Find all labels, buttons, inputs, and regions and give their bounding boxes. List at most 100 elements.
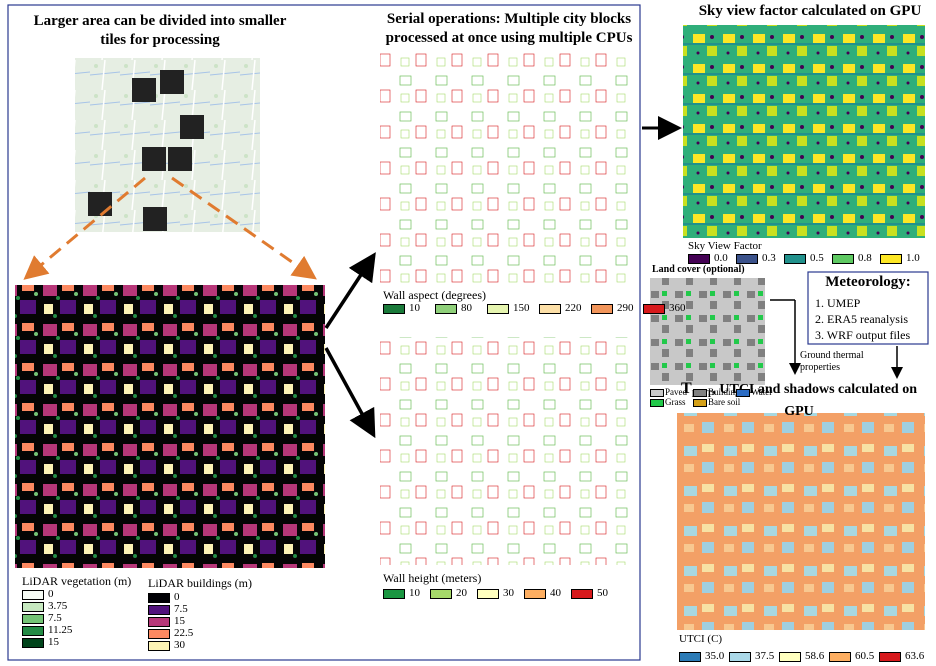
legend-swatch [693,399,707,407]
legend-swatch [148,605,170,615]
legend-swatch [736,389,750,397]
legend-swatch [430,589,452,599]
legend-swatch [779,652,801,662]
legend-swatch [729,652,751,662]
lidar-image [15,285,325,568]
legend-label: 30 [503,587,514,599]
legend-swatch [539,304,561,314]
legend-label: 290 [617,302,634,314]
legend-swatch [148,593,170,603]
legend-label: 80 [461,302,472,314]
meteorology-box [807,271,929,345]
list-item: 3. WRF output files [815,328,911,342]
legend-swatch [832,254,854,264]
legend-label: Paved [665,387,687,397]
legend-label: Water [751,387,773,397]
legend-label: 35.0 [705,650,725,662]
panel-title: Sky view factor calculated on GPU [698,3,922,19]
legend-title: Land cover (optional) [652,264,745,275]
legend-swatch [148,629,170,639]
legend-label: 20 [456,587,467,599]
legend-swatch [650,399,664,407]
legend-label: 360 [669,302,686,314]
legend-label: 1.0 [906,252,920,264]
legend-swatch [435,304,457,314]
legend-label: 58.6 [805,650,825,662]
symbol: T [681,380,692,397]
map-tiles [88,70,204,231]
legend-swatch [477,589,499,599]
legend-swatch [22,590,44,600]
wall-height-image [380,337,630,565]
legend-swatch [487,304,509,314]
zoom-arrow [171,176,317,280]
legend-label: 0.8 [858,252,872,264]
legend-swatch [688,254,710,264]
legend-swatch [22,614,44,624]
legend-label: 22.5 [174,627,194,639]
arrow [324,252,376,329]
legend-title: LiDAR vegetation (m) [22,574,132,588]
legend-swatch [22,602,44,612]
legend-swatch [643,304,665,314]
legend-label: 0 [48,588,54,600]
legend-swatch [879,652,901,662]
list-item: 2. ERA5 reanalysis [815,312,908,326]
legend-swatch [679,652,701,662]
legend-swatch [693,389,707,397]
legend-title: Wall height (meters) [383,571,482,585]
sky-view-image [683,25,925,238]
legend-swatch [571,589,593,599]
legend-label: 7.5 [174,603,188,615]
legend-label: 37.5 [755,650,775,662]
legend-label: Grass [665,397,686,407]
title-text: , UTCI and shadows calculated on GPU [712,382,917,419]
legend-label: 40 [550,587,561,599]
box-title: Meteorology: [825,274,911,290]
legend-swatch [383,304,405,314]
legend-swatch [383,589,405,599]
legend-label: 63.6 [905,650,925,662]
legend-label: 60.5 [855,650,875,662]
legend-swatch [880,254,902,264]
legend-label: Buildings [708,387,744,397]
legend-label: 7.5 [48,612,62,624]
legend-label: 50 [597,587,608,599]
legend-title: Sky View Factor [688,240,762,252]
legend-title: UTCI (C) [679,633,723,645]
legend-label: 220 [565,302,582,314]
list-item: 1. UMEP [815,296,861,310]
legend-label: 150 [513,302,530,314]
legend-label: 0.0 [714,252,728,264]
legend-swatch [736,254,758,264]
legend-swatch [784,254,806,264]
legend-label: 0.3 [762,252,776,264]
note: Ground thermal properties [800,350,864,373]
legend-label: 15 [48,636,59,648]
legend-swatch [650,389,664,397]
legend-label: 0.5 [810,252,824,264]
legend-label: 10 [409,587,420,599]
wall-aspect-image [380,52,630,284]
zoom-arrow [23,176,146,280]
panel-title: Larger area can be divided into smaller … [33,13,287,48]
legend-swatch [148,617,170,627]
legend-swatch [591,304,613,314]
legend-swatch [524,589,546,599]
utci-image [677,413,925,630]
legend-title: LiDAR buildings (m) [148,576,252,590]
legend-label: 11.25 [48,624,73,636]
panel-border [7,4,641,661]
legend-label: 3.75 [48,600,68,612]
land-cover-image [650,278,765,385]
legend-label: 0 [174,591,180,603]
legend-title: Wall aspect (degrees) [383,288,486,302]
legend-label: 30 [174,639,185,651]
legend-swatch [22,626,44,636]
arrow [324,347,376,439]
legend-swatch [148,641,170,651]
legend-label: Bare soil [708,397,741,407]
legend-label: 15 [174,615,185,627]
